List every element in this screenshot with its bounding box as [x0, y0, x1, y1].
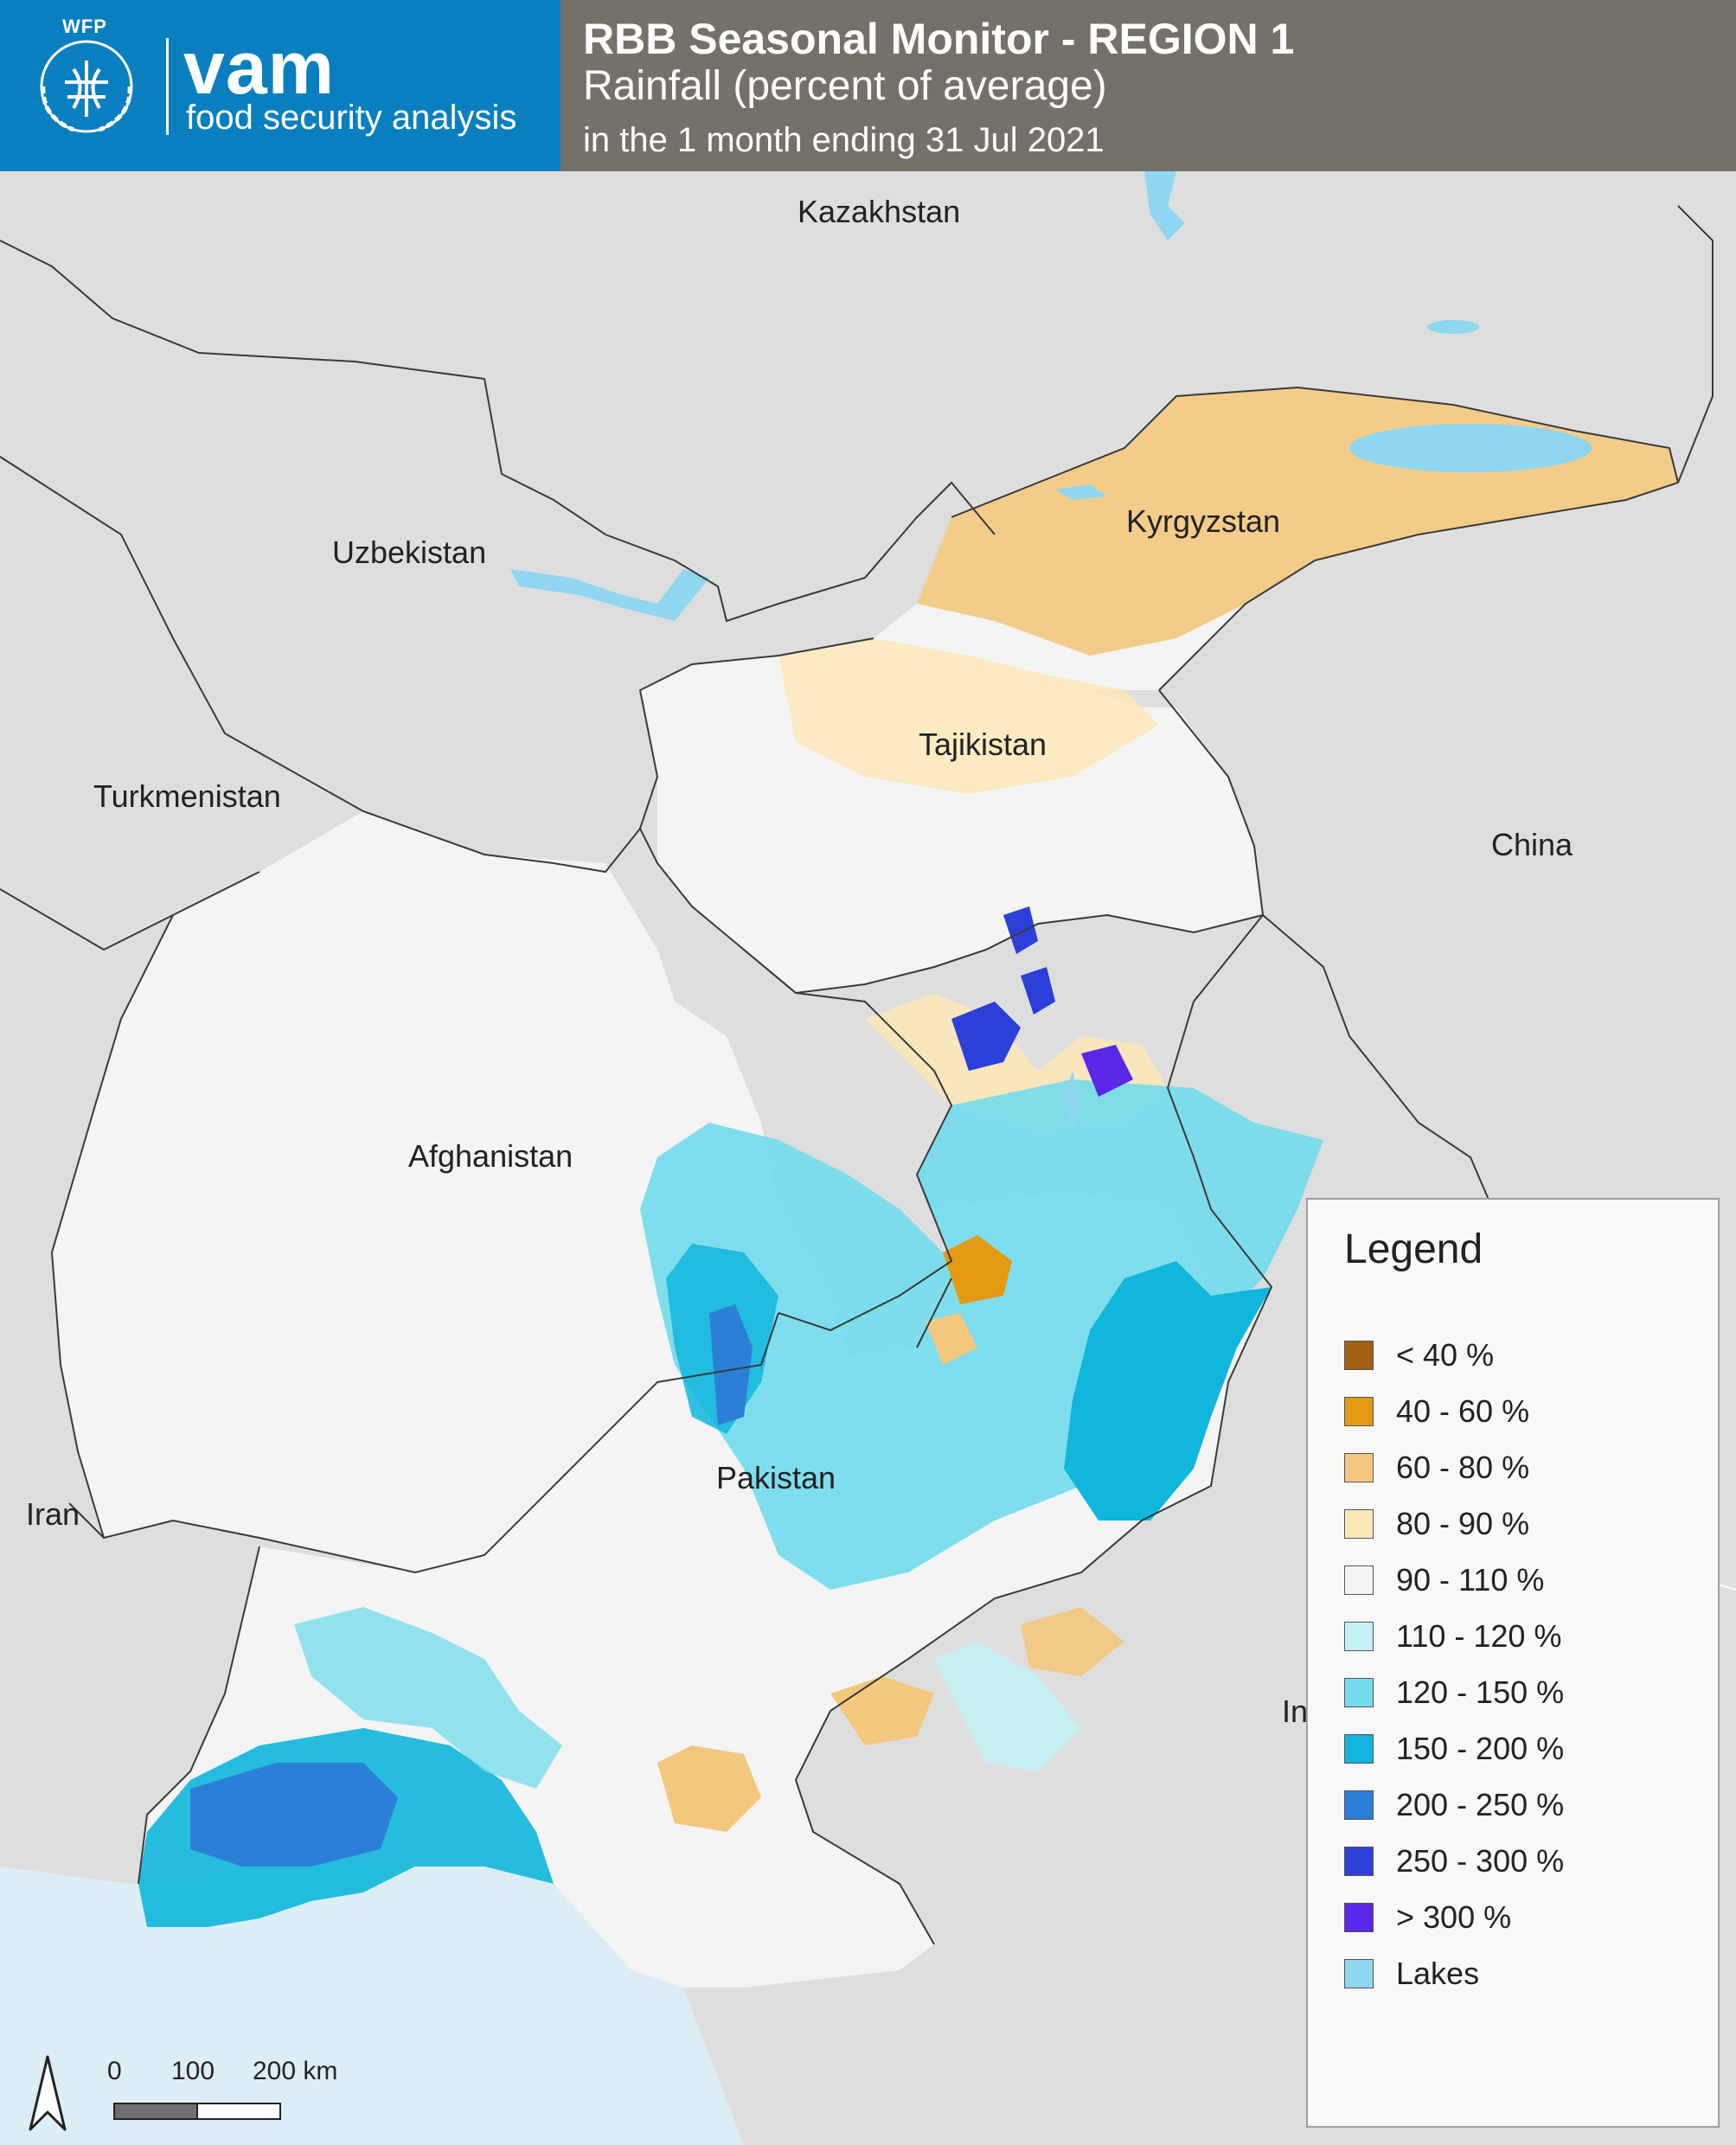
legend-swatch	[1344, 1509, 1374, 1539]
arabian-sea	[0, 1858, 744, 2145]
legend-title: Legend	[1344, 1226, 1483, 1272]
legend-label: 60 - 80 %	[1396, 1450, 1530, 1485]
legend-swatch	[1344, 1734, 1374, 1764]
scale-bar: 0 100 200 km	[104, 2050, 381, 2136]
vam-subtitle: food security analysis	[186, 99, 517, 137]
label-iran: Iran	[26, 1496, 80, 1532]
legend-swatch	[1344, 1397, 1374, 1426]
scale-bar-graphic	[113, 2103, 281, 2120]
legend-label: > 300 %	[1396, 1899, 1512, 1935]
label-china: China	[1491, 827, 1573, 862]
legend-item: 200 - 250 %	[1344, 1787, 1565, 1822]
legend-item: < 40 %	[1344, 1337, 1495, 1373]
legend-label: 110 - 120 %	[1396, 1618, 1562, 1654]
scale-tick-0: 0	[107, 2057, 122, 2085]
legend-swatch	[1344, 1959, 1374, 1988]
legend-swatch	[1344, 1453, 1374, 1482]
scale-tick-100: 100	[171, 2057, 215, 2085]
legend-label: 200 - 250 %	[1396, 1787, 1565, 1822]
legend-item: 90 - 110 %	[1344, 1562, 1545, 1598]
legend-label: 150 - 200 %	[1396, 1731, 1565, 1766]
legend-swatch	[1344, 1341, 1374, 1370]
label-kazakhstan: Kazakhstan	[798, 194, 961, 229]
wfp-emblem-icon	[40, 40, 133, 133]
label-uzbekistan: Uzbekistan	[332, 535, 487, 570]
label-afghanistan: Afghanistan	[408, 1138, 573, 1174]
legend-swatch	[1344, 1790, 1374, 1820]
legend-swatch	[1344, 1903, 1374, 1932]
legend-label: 90 - 110 %	[1396, 1562, 1545, 1598]
legend-swatch	[1344, 1566, 1374, 1595]
north-arrow-icon	[29, 2055, 67, 2131]
legend-item: 110 - 120 %	[1344, 1618, 1562, 1654]
country-borders	[0, 205, 1714, 1945]
legend-swatch	[1344, 1622, 1374, 1651]
legend-label: 40 - 60 %	[1396, 1393, 1530, 1429]
title-panel: RBB Seasonal Monitor - REGION 1 Rainfall…	[561, 0, 1736, 171]
logo-divider	[166, 38, 169, 135]
label-pakistan: Pakistan	[716, 1460, 836, 1495]
legend-label: < 40 %	[1396, 1337, 1495, 1373]
legend-swatch	[1344, 1847, 1374, 1876]
map-title: RBB Seasonal Monitor - REGION 1	[583, 15, 1295, 63]
lakes-layer	[510, 171, 1592, 1131]
vam-wordmark: vam	[183, 27, 336, 110]
label-kyrgyzstan: Kyrgyzstan	[1126, 503, 1281, 539]
logo-panel: WFP vam food security analysis	[0, 0, 561, 171]
legend-label: Lakes	[1396, 1956, 1480, 1991]
rainfall-map	[0, 171, 1736, 2145]
legend-item: 60 - 80 %	[1344, 1450, 1529, 1485]
label-turkmenistan: Turkmenistan	[93, 778, 281, 814]
legend-label: 250 - 300 %	[1396, 1843, 1565, 1879]
label-tajikistan: Tajikistan	[919, 727, 1047, 762]
legend-item: 250 - 300 %	[1344, 1843, 1565, 1879]
legend-item: Lakes	[1344, 1956, 1479, 1991]
legend-label: 80 - 90 %	[1396, 1506, 1530, 1541]
region-afghanistan	[52, 811, 848, 1572]
legend: Legend < 40 % 40 - 60 % 60 - 80 % 80 - 9…	[1306, 1198, 1720, 2128]
map-period: in the 1 month ending 31 Jul 2021	[583, 121, 1105, 159]
map-subtitle: Rainfall (percent of average)	[583, 63, 1107, 109]
legend-item: 120 - 150 %	[1344, 1674, 1565, 1710]
wfp-text: WFP	[62, 16, 107, 37]
legend-swatch	[1344, 1678, 1374, 1707]
legend-item: 80 - 90 %	[1344, 1506, 1530, 1541]
legend-item: 40 - 60 %	[1344, 1393, 1530, 1429]
scale-tick-200: 200 km	[253, 2057, 338, 2085]
legend-item: 150 - 200 %	[1344, 1731, 1565, 1766]
header: WFP vam food security analysis RBB Seaso…	[0, 0, 1736, 171]
legend-item: > 300 %	[1344, 1899, 1512, 1935]
legend-label: 120 - 150 %	[1396, 1674, 1565, 1710]
